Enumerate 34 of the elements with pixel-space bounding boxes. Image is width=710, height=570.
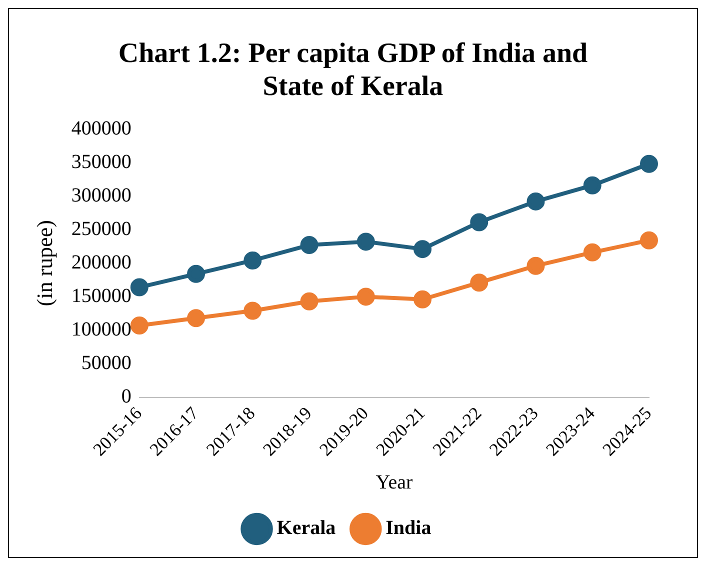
- y-tick-label: 350000: [71, 150, 132, 173]
- y-tick-label: 150000: [71, 284, 132, 307]
- y-tick-label: 200000: [71, 251, 132, 274]
- point: [130, 278, 148, 296]
- point: [300, 292, 318, 310]
- x-axis-title: Year: [376, 471, 413, 494]
- point: [187, 264, 206, 283]
- legend-label: Kerala: [276, 517, 336, 540]
- point: [414, 290, 432, 308]
- point: [244, 251, 262, 270]
- y-tick-label: 300000: [71, 184, 132, 206]
- chart-title: Chart 1.2: Per capita GDP of India and State of Kerala: [117, 37, 589, 103]
- y-tick-label: 100000: [71, 318, 132, 340]
- point: [583, 176, 602, 194]
- point: [356, 232, 375, 251]
- point: [244, 302, 262, 320]
- point: [414, 240, 432, 258]
- y-axis-title: (in rupee): [32, 220, 57, 306]
- y-tick-label: 0: [121, 386, 132, 408]
- point: [187, 309, 206, 328]
- y-tick-label: 50000: [81, 352, 132, 374]
- point: [526, 256, 545, 275]
- y-tick-label: 250000: [71, 218, 132, 240]
- point: [470, 213, 488, 232]
- point: [356, 288, 375, 306]
- point: [130, 316, 148, 335]
- point: [583, 243, 602, 262]
- legend-label: India: [386, 517, 432, 540]
- point: [640, 231, 658, 250]
- y-tick-label: 400000: [71, 117, 132, 140]
- point: [526, 192, 545, 210]
- point: [300, 236, 318, 254]
- point: [470, 274, 488, 292]
- point: [640, 154, 658, 173]
